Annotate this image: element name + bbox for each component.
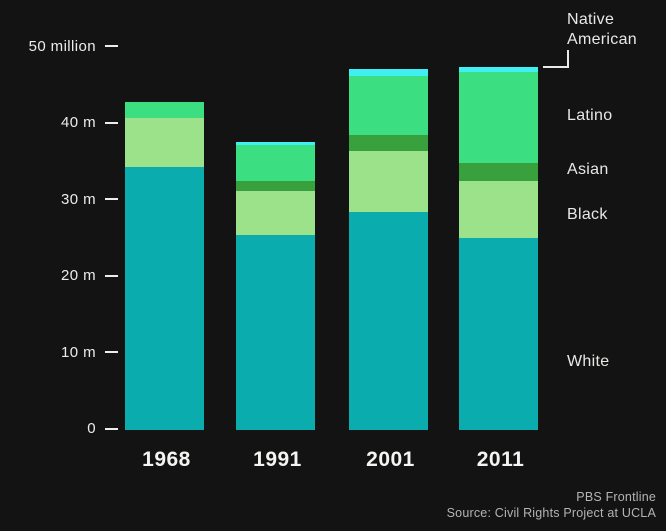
legend-label-black: Black (567, 206, 608, 223)
bar-segment-native-american (236, 142, 315, 146)
bar-segment-latino (236, 145, 315, 182)
y-axis-tick-10: 10 m (0, 343, 118, 361)
bar-segment-native-american (459, 67, 538, 72)
bar-segment-black (236, 190, 315, 235)
x-axis-label-1991: 1991 (253, 448, 302, 471)
bar-segment-white (125, 166, 204, 430)
y-axis-tick-label: 30 m (61, 190, 96, 208)
bar-segment-asian (349, 134, 428, 151)
x-axis-label-1968: 1968 (142, 448, 191, 471)
bar-segment-asian (236, 181, 315, 191)
legend-label-native-american: Native American (567, 11, 637, 48)
bar-2001 (349, 68, 428, 430)
bar-segment-black (125, 117, 204, 167)
tick-mark (105, 351, 118, 353)
legend-label-asian: Asian (567, 161, 609, 178)
attribution: PBS Frontline Source: Civil Rights Proje… (447, 489, 656, 521)
bar-segment-latino (459, 72, 538, 163)
legend-label-latino: Latino (567, 107, 613, 124)
bar-segment-black (459, 181, 538, 238)
bar-1968 (125, 101, 204, 430)
y-axis-tick-50: 50 million (0, 37, 118, 55)
y-axis-tick-40: 40 m (0, 114, 118, 132)
bar-segment-native-american (349, 68, 428, 76)
tick-mark (105, 45, 118, 47)
bar-segment-white (349, 211, 428, 430)
attribution-line1: PBS Frontline (576, 490, 656, 504)
x-axis-label-2001: 2001 (366, 448, 415, 471)
bar-segment-latino (125, 101, 204, 118)
bar-segment-latino (349, 75, 428, 135)
y-axis-tick-label: 10 m (61, 343, 96, 361)
bar-segment-black (349, 150, 428, 212)
y-axis-tick-label: 40 m (61, 114, 96, 131)
attribution-line2: Source: Civil Rights Project at UCLA (446, 506, 656, 520)
y-axis-tick-20: 20 m (0, 267, 118, 285)
tick-mark (105, 427, 118, 430)
x-axis-label-2011: 2011 (476, 448, 525, 471)
bar-segment-asian (459, 163, 538, 182)
y-axis-tick-label: 50 million (28, 37, 96, 55)
bar-1991 (236, 142, 315, 430)
y-axis-tick-30: 30 m (0, 190, 118, 208)
legend-label-white: White (567, 353, 610, 370)
bar-segment-white (236, 235, 315, 430)
y-axis-tick-0: 0 (0, 420, 118, 438)
bar-segment-white (459, 237, 538, 430)
y-axis-tick-label: 0 (87, 420, 96, 437)
tick-mark (105, 198, 118, 200)
native-american-connector-line (543, 50, 569, 68)
tick-mark (105, 274, 118, 277)
y-axis-tick-label: 20 m (61, 267, 96, 284)
tick-mark (105, 121, 118, 124)
bar-2011 (459, 67, 538, 430)
